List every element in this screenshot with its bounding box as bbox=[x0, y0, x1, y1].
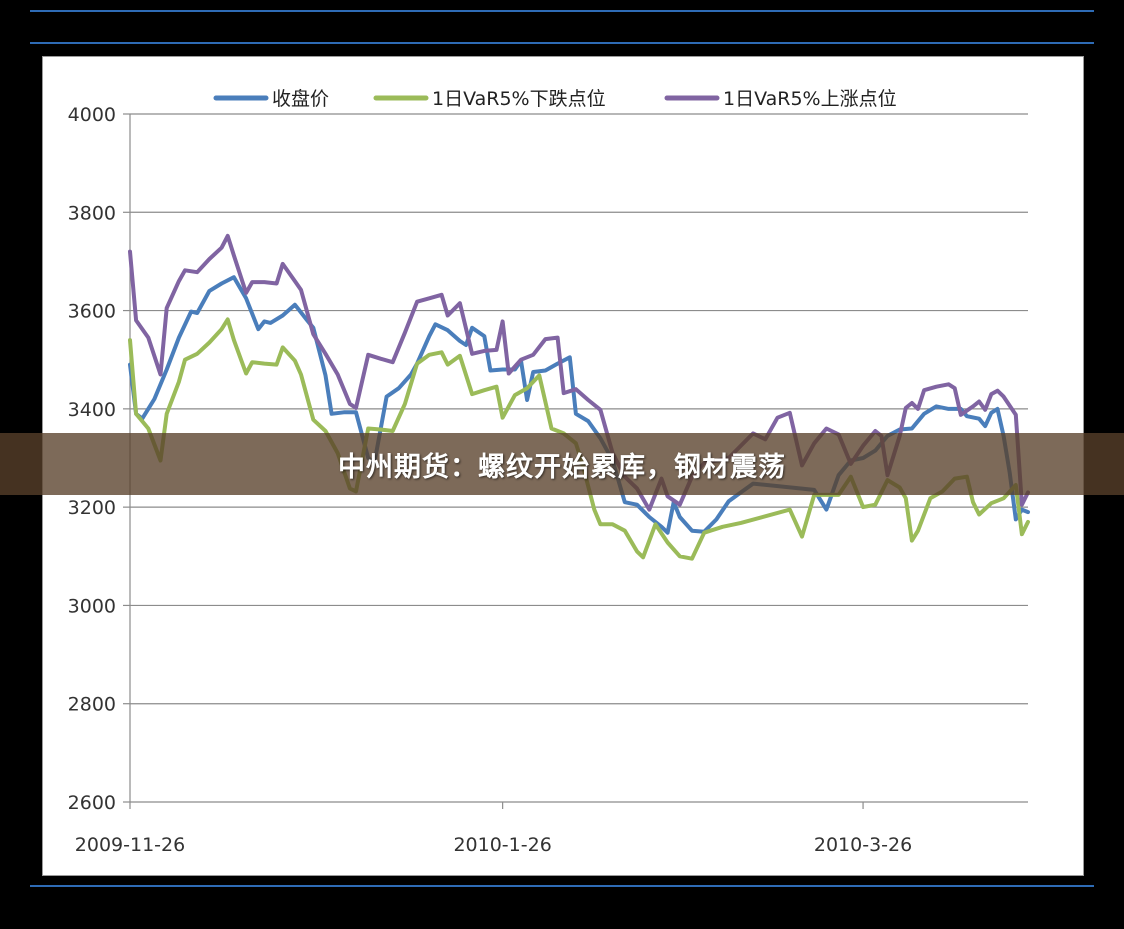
y-tick-label-3600: 3600 bbox=[68, 301, 116, 323]
legend-label-0: 收盘价 bbox=[272, 88, 329, 110]
bottom-rule bbox=[30, 885, 1094, 887]
y-tick-label-2800: 2800 bbox=[68, 694, 116, 716]
y-tick-label-4000: 4000 bbox=[68, 104, 116, 126]
series-line-0 bbox=[128, 275, 1030, 535]
upper-rule bbox=[30, 42, 1094, 44]
legend-label-1: 1日VaR5%下跌点位 bbox=[432, 88, 606, 110]
x-tick-label-2: 2010-3-26 bbox=[814, 834, 912, 856]
top-rule bbox=[30, 10, 1094, 12]
series-line-2 bbox=[128, 233, 1030, 512]
y-tick-label-3800: 3800 bbox=[68, 202, 116, 224]
headline-title: 中州期货：螺纹开始累库，钢材震荡 bbox=[338, 451, 786, 483]
y-tick-label-3000: 3000 bbox=[68, 595, 116, 617]
line-chart: 4000 3800 3600 3400 3200 3000 2800 2600 2009-11-… bbox=[68, 88, 1030, 856]
x-tick-label-1: 2010-1-26 bbox=[453, 834, 551, 856]
y-tick-label-3200: 3200 bbox=[68, 497, 116, 519]
y-tick-label-2600: 2600 bbox=[68, 792, 116, 814]
x-tick-label-0: 2009-11-26 bbox=[75, 834, 185, 856]
legend-label-2: 1日VaR5%上涨点位 bbox=[723, 88, 897, 110]
y-tick-label-3400: 3400 bbox=[68, 399, 116, 421]
headline-banner: 中州期货：螺纹开始累库，钢材震荡 bbox=[0, 433, 1124, 495]
